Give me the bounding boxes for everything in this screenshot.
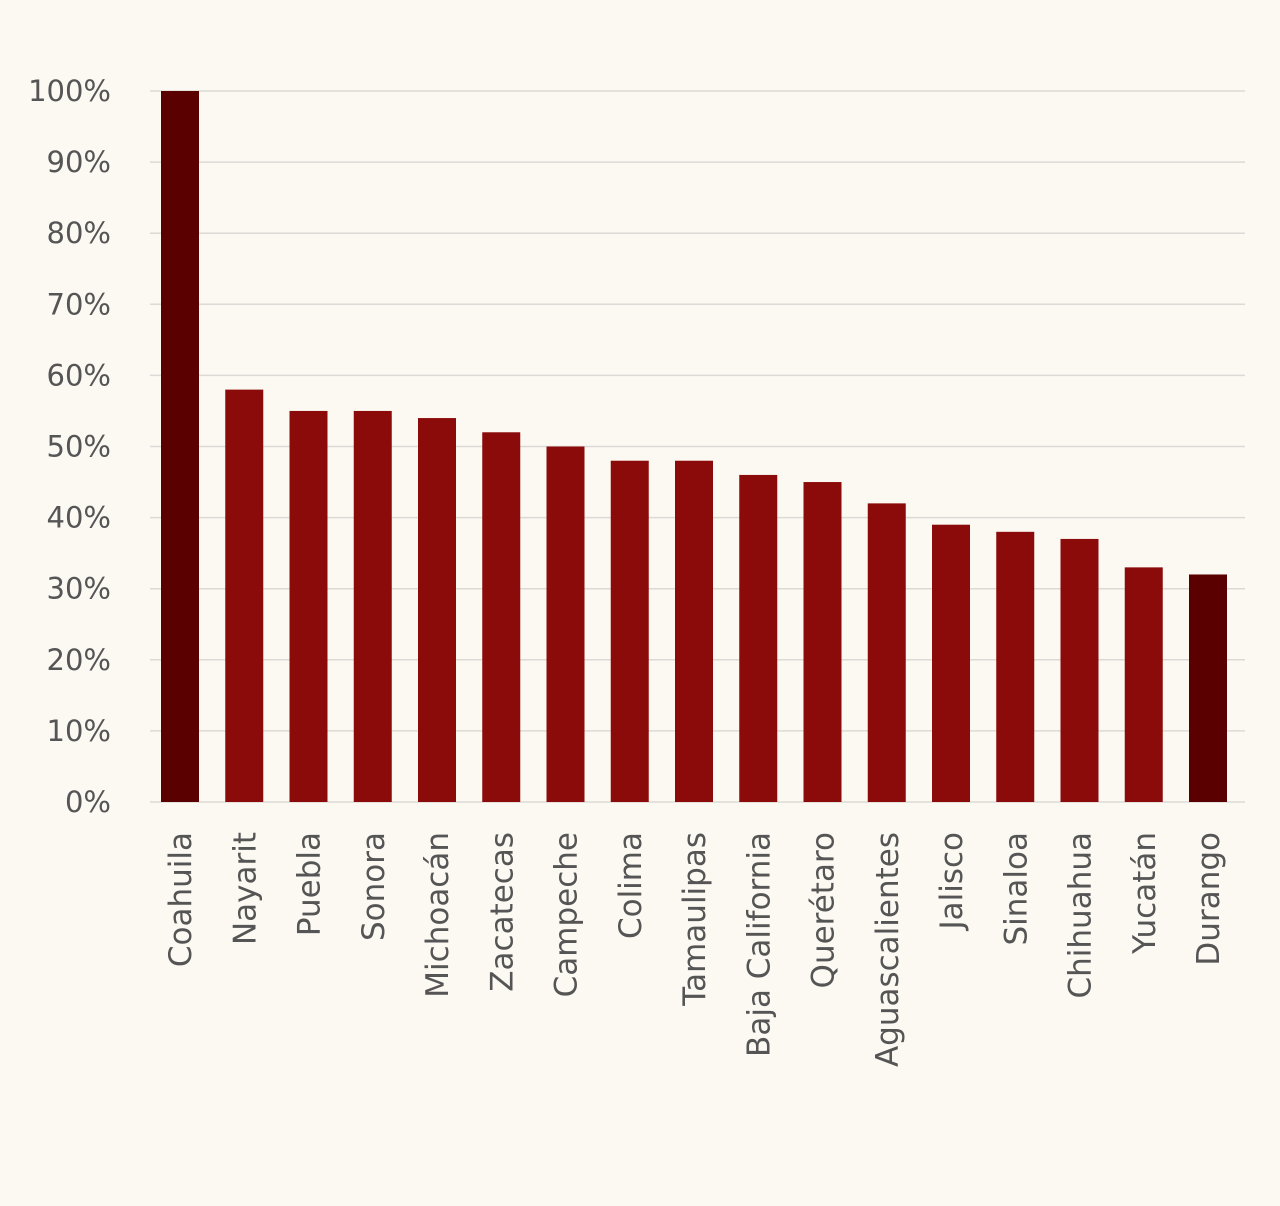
x-category-label: Puebla [292, 832, 328, 936]
y-tick-label: 50% [47, 430, 111, 464]
x-category-label: Michoacán [420, 832, 456, 998]
y-tick-label: 30% [47, 572, 111, 606]
bar-querétaro [803, 482, 842, 802]
x-category-label: Baja California [741, 832, 777, 1057]
bar-yucatán [1124, 567, 1163, 802]
bar-nayarit [225, 389, 264, 802]
bar-sinaloa [996, 531, 1035, 802]
x-category-label: Durango [1191, 832, 1227, 966]
bar-puebla [289, 410, 328, 802]
y-tick-label: 90% [47, 145, 111, 179]
y-tick-label: 0% [65, 785, 111, 819]
bar-tamaulipas [675, 460, 713, 802]
x-category-label: Sinaloa [998, 832, 1034, 946]
bar-campeche [546, 446, 585, 802]
x-axis-labels: Coahuila Nayarit Puebla Sonora Michoacán Zaca… [163, 832, 1227, 1067]
bar-durango [1189, 574, 1227, 802]
x-category-label: Coahuila [163, 832, 199, 967]
y-tick-label: 70% [47, 287, 111, 321]
y-tick-label: 40% [47, 501, 111, 535]
bar-chihuahua [1060, 538, 1099, 802]
x-category-label: Yucatán [1127, 832, 1163, 955]
bar-colima [610, 460, 649, 802]
x-category-label: Tamaulipas [677, 832, 713, 1007]
x-category-label: Aguascalientes [870, 832, 906, 1067]
x-category-label: Chihuahua [1063, 832, 1099, 999]
x-category-label: Jalisco [934, 832, 970, 932]
bar-coahuila [161, 91, 199, 802]
bar-aguascalientes [867, 503, 906, 802]
x-category-label: Nayarit [227, 832, 263, 945]
y-tick-label: 20% [47, 643, 111, 677]
y-axis-ticks: 0% 10% 20% 30% 40% 50% 60% 70% 80% 90% 100% [28, 74, 111, 819]
x-category-label: Zacatecas [484, 832, 520, 992]
y-tick-label: 60% [47, 358, 111, 392]
y-tick-label: 80% [47, 216, 111, 250]
x-category-label: Campeche [549, 832, 585, 997]
y-tick-label: 100% [28, 74, 111, 108]
bar-jalisco [932, 524, 970, 802]
x-category-label: Colima [613, 832, 649, 939]
bar-zacatecas [482, 432, 521, 802]
bar-baja-california [739, 474, 778, 802]
x-category-label: Querétaro [806, 832, 842, 988]
y-tick-label: 10% [47, 714, 111, 748]
bars [161, 91, 1227, 802]
x-category-label: Sonora [356, 832, 392, 941]
bar-michoacán [418, 418, 456, 802]
bar-sonora [353, 410, 392, 802]
